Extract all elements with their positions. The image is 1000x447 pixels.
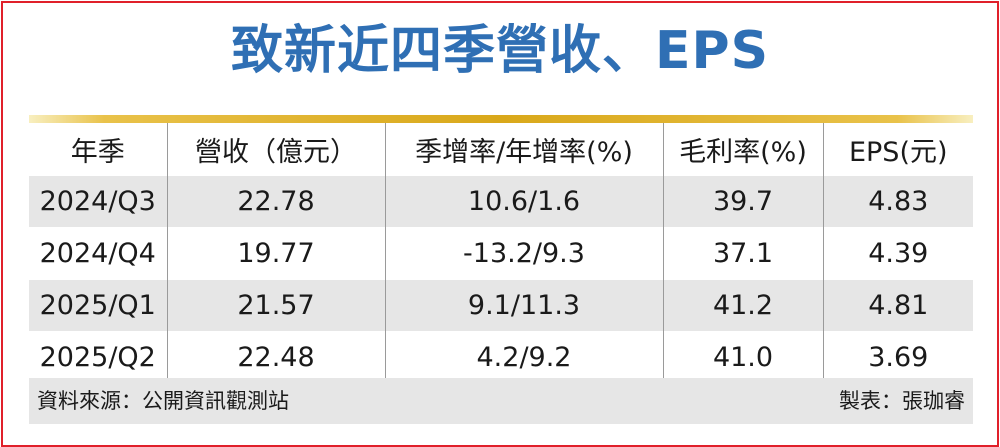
cell-eps: 4.83	[822, 175, 973, 228]
header-revenue: 營收（億元）	[166, 123, 385, 176]
cell-growth: 4.2/9.2	[384, 331, 663, 383]
cell-growth: -13.2/9.3	[384, 227, 663, 280]
table-footer: 資料來源：公開資訊觀測站 製表：張珈睿	[29, 378, 973, 424]
table-header-row: 年季 營收（億元） 季增率/年增率(%) 毛利率(%) EPS(元)	[29, 123, 973, 176]
cell-growth: 9.1/11.3	[384, 279, 663, 332]
header-growth: 季增率/年增率(%)	[384, 123, 663, 176]
cell-period: 2025/Q1	[29, 279, 167, 332]
cell-eps: 4.81	[822, 279, 973, 332]
financial-table: 年季 營收（億元） 季增率/年增率(%) 毛利率(%) EPS(元) 2024/…	[29, 123, 973, 383]
header-gross-margin: 毛利率(%)	[662, 123, 823, 176]
source-note: 資料來源：公開資訊觀測站	[37, 389, 289, 413]
cell-gross-margin: 41.0	[662, 331, 823, 383]
table-row: 2025/Q1 21.57 9.1/11.3 41.2 4.81	[29, 279, 973, 332]
infographic-title: 致新近四季營收、EPS	[230, 21, 770, 81]
cell-revenue: 22.78	[166, 175, 385, 228]
cell-eps: 3.69	[822, 331, 973, 383]
cell-period: 2024/Q3	[29, 175, 167, 228]
cell-gross-margin: 37.1	[662, 227, 823, 280]
cell-revenue: 21.57	[166, 279, 385, 332]
table-row: 2024/Q3 22.78 10.6/1.6 39.7 4.83	[29, 175, 973, 228]
header-period: 年季	[29, 123, 167, 176]
cell-period: 2024/Q4	[29, 227, 167, 280]
cell-revenue: 19.77	[166, 227, 385, 280]
cell-gross-margin: 39.7	[662, 175, 823, 228]
header-eps: EPS(元)	[822, 123, 973, 176]
cell-period: 2025/Q2	[29, 331, 167, 383]
table-row: 2024/Q4 19.77 -13.2/9.3 37.1 4.39	[29, 227, 973, 280]
maker-note: 製表：張珈睿	[839, 389, 965, 413]
cell-revenue: 22.48	[166, 331, 385, 383]
cell-eps: 4.39	[822, 227, 973, 280]
title-divider	[29, 115, 973, 123]
cell-growth: 10.6/1.6	[384, 175, 663, 228]
table-row: 2025/Q2 22.48 4.2/9.2 41.0 3.69	[29, 331, 973, 383]
cell-gross-margin: 41.2	[662, 279, 823, 332]
